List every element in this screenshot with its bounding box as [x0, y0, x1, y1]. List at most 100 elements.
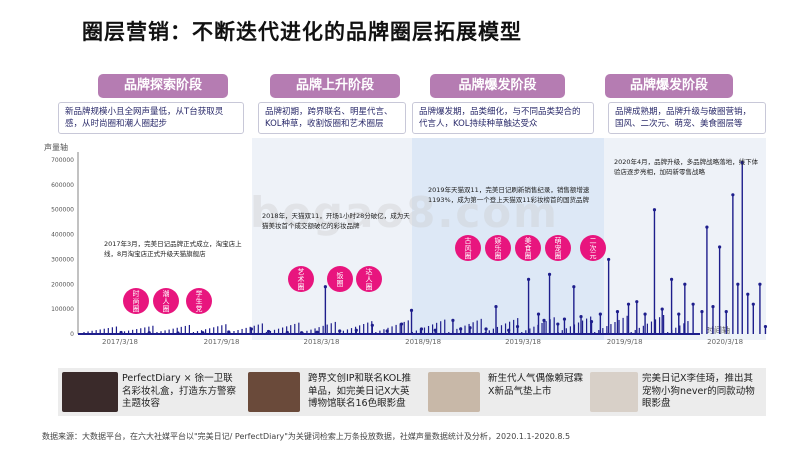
circle-tag-label: 风 [465, 245, 472, 253]
spike-marker [598, 312, 602, 316]
circle-tag-label: 艺 [298, 268, 305, 276]
stage-desc-explosion: 品牌爆发期，品类细化，与不同品类契合的代言人，KOL持续种草触达受众 [412, 102, 594, 134]
spike-marker [626, 302, 631, 306]
spike-marker [176, 331, 180, 335]
spike-marker [652, 208, 657, 212]
x-tick-label: 2018/9/18 [405, 338, 441, 346]
spike-marker [536, 312, 541, 316]
y-tick-label: 700000 [51, 157, 74, 164]
x-tick-label: 2017/3/18 [102, 338, 138, 346]
event-annotation: 2018年，天猫双11，开场1小时28分破亿，成为天猫美妆首个成交额破亿的彩妆品… [262, 212, 410, 230]
y-tick-label: 0 [70, 331, 74, 338]
spike-marker [635, 300, 639, 304]
circle-tag-label: 潮 [163, 289, 170, 298]
circle-tag-3 [186, 288, 212, 314]
watermark: bogao8.com [250, 188, 559, 237]
x-tick-label: 2018/3/18 [304, 338, 340, 346]
circle-tag-4 [288, 266, 314, 292]
stage-label-exploration: 品牌探索阶段 [98, 74, 228, 98]
spike-marker [451, 318, 455, 322]
spike-marker [556, 322, 560, 326]
spike-marker [691, 302, 695, 306]
case-card-4[interactable]: 完美日记X李佳琦，推出其宠物小狗never的同款动物眼影盘 [586, 368, 766, 416]
circle-tag-label: 圈 [298, 283, 305, 291]
case-text-1: PerfectDiary × 徐一卫联名彩妆礼盒，打造东方警察主题妆容 [122, 373, 237, 409]
spike-marker [338, 329, 342, 333]
spike-marker [323, 285, 327, 289]
spike-marker [724, 310, 728, 314]
y-tick-label: 600000 [51, 182, 74, 189]
case-card-2[interactable]: 跨界文创IP和联名KOL推单品，如完美日记X大英博物馆联名16色眼影盘 [244, 368, 414, 416]
circle-tag-2 [153, 288, 179, 314]
event-annotation: 2017年3月，完美日记品牌正式成立，淘宝店上线，8月淘宝店正式升级天猫旗舰店 [104, 240, 242, 258]
spike-marker [607, 257, 611, 262]
spike-marker [700, 310, 704, 314]
circle-tag-label: 圈 [366, 283, 373, 291]
circle-tag-label: 食 [525, 244, 532, 253]
case-card-1[interactable]: PerfectDiary × 徐一卫联名彩妆礼盒，打造东方警察主题妆容 [58, 368, 244, 416]
circle-tag-label: 人 [163, 298, 170, 306]
case-image-3 [428, 372, 480, 412]
circle-tag-7 [455, 235, 481, 261]
circle-tag-label: 学 [196, 289, 203, 298]
data-source-note: 数据来源：大数据平台，在六大社媒平台以"完美日记/ PerfectDiary"为… [42, 432, 571, 441]
circle-tag-label: 圈 [525, 252, 532, 260]
case-text-2: 跨界文创IP和联名KOL推单品，如完美日记X大英博物馆联名16色眼影盘 [308, 373, 412, 409]
spike-marker [711, 305, 715, 309]
spike-marker [300, 331, 304, 335]
spike-marker [746, 292, 750, 296]
spike-marker [494, 305, 498, 309]
y-tick-label: 500000 [51, 207, 74, 214]
spike-marker [285, 330, 289, 335]
band-rising [252, 138, 412, 340]
circle-tag-1 [123, 288, 149, 314]
circle-tag-label: 二 [590, 237, 597, 245]
circle-tag-label: 圈 [495, 252, 502, 260]
spike-marker [227, 330, 231, 334]
spike-marker [201, 331, 205, 335]
spike-marker [385, 329, 389, 333]
spike-marker [763, 324, 768, 329]
circle-tag-9 [515, 235, 541, 261]
page-title: 圈层营销：不断迭代进化的品牌圈层拓展模型 [82, 20, 522, 44]
circle-tag-label: 圈 [163, 305, 170, 313]
spike-marker [147, 331, 151, 335]
spike-marker [758, 282, 762, 286]
spike-marker [615, 310, 620, 314]
spike-marker [547, 272, 552, 276]
circle-tag-6 [356, 266, 382, 292]
spike-marker [677, 312, 681, 316]
spike-marker [718, 245, 722, 249]
spike-marker [643, 312, 647, 316]
circle-tag-label: 时 [133, 289, 140, 298]
spike-marker [579, 315, 583, 319]
circle-tag-label: 元 [590, 252, 597, 260]
case-card-3[interactable]: 新生代人气偶像赖冠霖X新品气垫上市 [414, 368, 586, 416]
spike-marker [399, 322, 404, 326]
spike-marker [507, 328, 511, 332]
x-tick-label: 2017/9/18 [204, 338, 240, 346]
x-axis-title: 时间轴 [706, 325, 730, 335]
event-annotation-text: 2020年4月，品牌升级，多品牌战略落地，线下体验店逐步亮相，加码新零售战略 [614, 158, 759, 176]
spike-marker [542, 318, 546, 322]
circle-tag-label: 人 [366, 276, 373, 284]
spike-marker [433, 328, 437, 332]
circle-tag-label: 生 [196, 297, 203, 306]
spike-marker [589, 319, 594, 324]
circle-tag-label: 术 [298, 275, 305, 284]
spike-marker [119, 330, 123, 335]
spike-marker [249, 327, 253, 331]
circle-tag-label: 圈 [133, 305, 140, 313]
circle-tag-label: 圈 [465, 252, 472, 260]
circle-tag-label: 党 [196, 304, 203, 313]
spike-marker [515, 324, 520, 329]
spike-marker [354, 328, 358, 332]
spike-marker [660, 307, 664, 311]
y-tick-label: 200000 [51, 281, 74, 288]
y-axis-title: 声量轴 [44, 142, 68, 152]
stage-desc-exploration: 新品牌规模小且全网声量低，从T台获取灵感，从时尚圈和潮人圈起步 [58, 102, 244, 134]
case-text-4: 完美日记X李佳琦，推出其宠物小狗never的同款动物眼影盘 [642, 373, 755, 409]
y-tick-label: 300000 [51, 256, 74, 263]
circle-tag-label: 次 [590, 244, 597, 253]
spike-marker [562, 317, 567, 321]
